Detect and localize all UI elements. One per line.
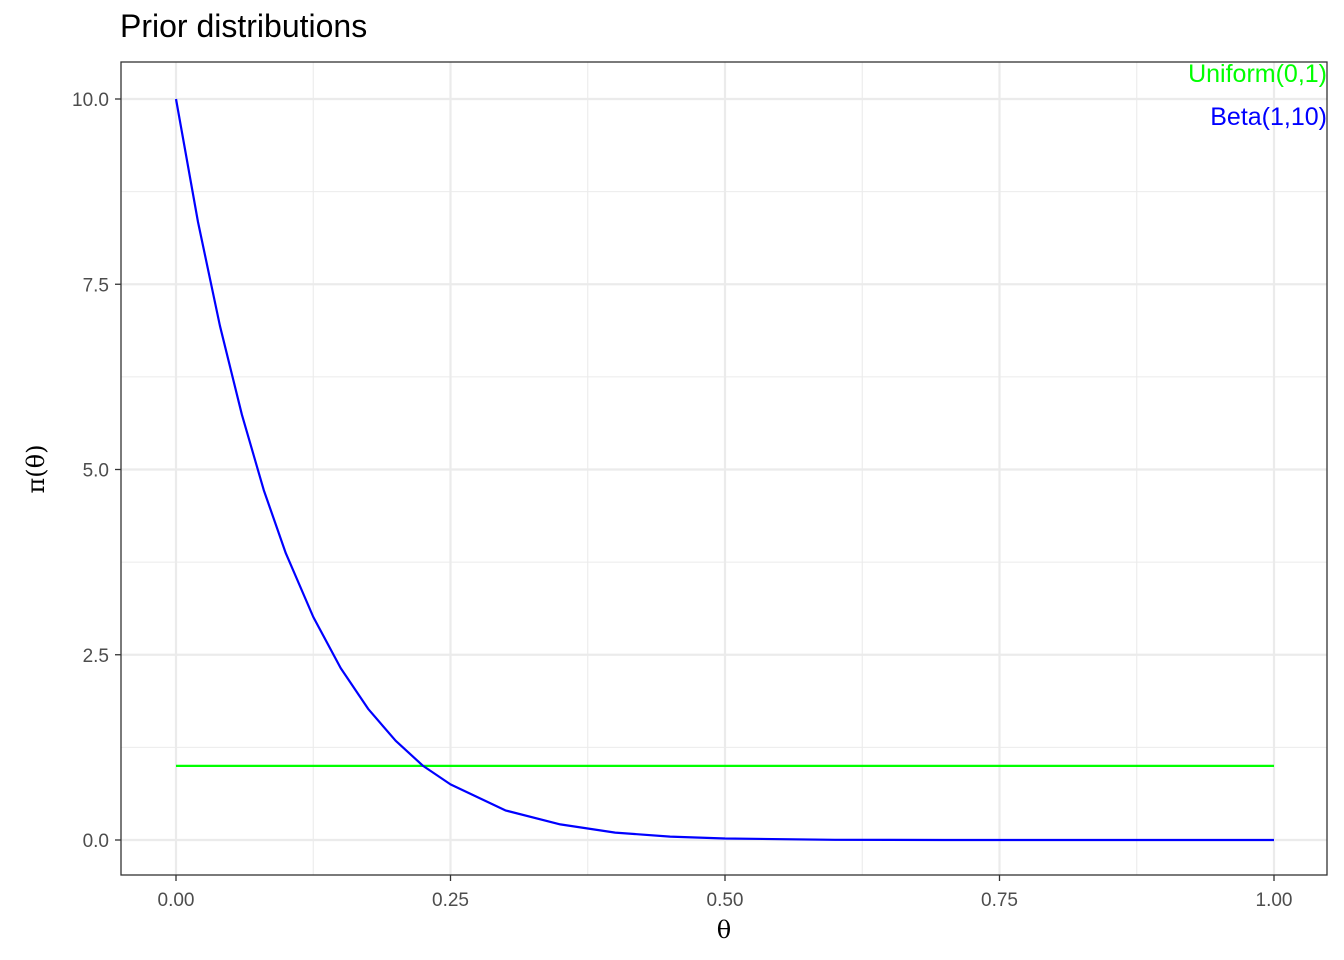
legend-label-uniform-0-1: Uniform(0,1) <box>1188 60 1327 88</box>
y-axis-title: π(θ) <box>22 445 50 494</box>
y-tick-label: 7.5 <box>83 275 109 296</box>
legend-label-beta-1-10: Beta(1,10) <box>1210 103 1327 131</box>
tick-labels: 0.00 0.25 0.50 0.75 1.00 0.0 2.5 5.0 7.5 10.0 <box>72 90 1292 911</box>
y-tick-label: 0.0 <box>83 831 109 852</box>
plot-panel-border <box>120 61 1328 876</box>
x-tick-label: 0.75 <box>981 890 1018 911</box>
x-tick-label: 0.50 <box>707 890 744 911</box>
x-tick-label: 1.00 <box>1256 890 1293 911</box>
axis-ticks <box>115 98 1275 881</box>
series-line-beta-1-10 <box>174 98 1274 842</box>
chart-title: Prior distributions <box>120 8 368 44</box>
y-tick-label: 2.5 <box>83 646 109 667</box>
x-tick-label: 0.25 <box>432 890 469 911</box>
x-tick-label: 0.00 <box>158 890 195 911</box>
x-axis-title: θ <box>717 916 731 944</box>
legend: Uniform(0,1) Beta(1,10) <box>1188 60 1327 131</box>
y-tick-label: 10.0 <box>72 90 109 111</box>
series-lines <box>174 98 1274 842</box>
grid-lines <box>121 62 1327 875</box>
y-tick-label: 5.0 <box>83 461 109 482</box>
